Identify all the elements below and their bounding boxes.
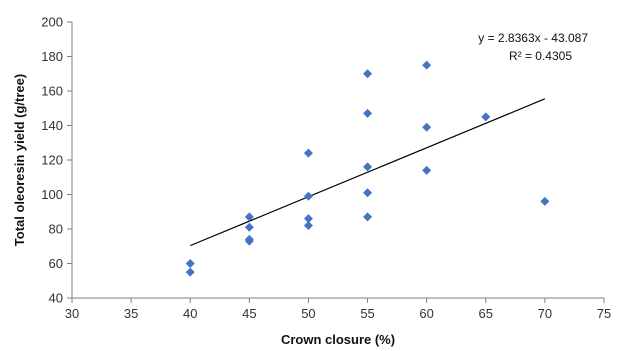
data-point [422, 122, 432, 132]
data-point [363, 69, 373, 79]
data-point [303, 221, 313, 231]
data-point [303, 148, 313, 158]
y-tick-label: 40 [49, 291, 63, 306]
data-point [303, 214, 313, 224]
y-tick-label: 140 [41, 118, 63, 133]
y-tick-label: 120 [41, 153, 63, 168]
data-point [185, 259, 195, 268]
data-point [540, 196, 550, 206]
x-tick-label: 70 [538, 306, 552, 321]
y-tick-label: 100 [41, 187, 63, 202]
x-tick-label: 55 [360, 306, 374, 321]
data-point [185, 267, 195, 277]
axes: 30 35 40 45 50 55 60 65 70 75 40 60 80 100 120 140 160 18… [41, 15, 611, 322]
y-axis-title: Total oleoresin yield (g/tree) [12, 74, 27, 246]
data-point [363, 188, 373, 198]
x-tick-label: 40 [183, 306, 197, 321]
y-tick-label: 160 [41, 84, 63, 99]
y-tick-label: 180 [41, 49, 63, 64]
data-point [363, 108, 373, 118]
data-point [422, 60, 432, 70]
x-tick-label: 75 [597, 306, 611, 321]
x-tick-label: 50 [301, 306, 315, 321]
y-tick-label: 80 [49, 222, 63, 237]
x-axis-title: Crown closure (%) [281, 332, 395, 347]
data-point [481, 112, 491, 122]
data-point [244, 222, 254, 232]
y-tick-label: 60 [49, 256, 63, 271]
y-tick-label: 200 [41, 15, 63, 30]
x-tick-label: 35 [124, 306, 138, 321]
r-squared-label: R² = 0.4305 [509, 49, 572, 63]
points-layer [185, 60, 550, 277]
trendline [189, 98, 546, 247]
x-tick-label: 65 [479, 306, 493, 321]
data-point [244, 212, 254, 222]
data-point [422, 165, 432, 175]
trendline-layer [189, 98, 546, 247]
data-point [303, 191, 313, 201]
x-tick-label: 60 [419, 306, 433, 321]
x-tick-label: 30 [65, 306, 79, 321]
data-point [363, 162, 373, 172]
trendline-equation: y = 2.8363x - 43.087 [478, 31, 588, 45]
x-tick-label: 45 [242, 306, 256, 321]
data-point [363, 212, 373, 222]
data-point [244, 236, 254, 246]
